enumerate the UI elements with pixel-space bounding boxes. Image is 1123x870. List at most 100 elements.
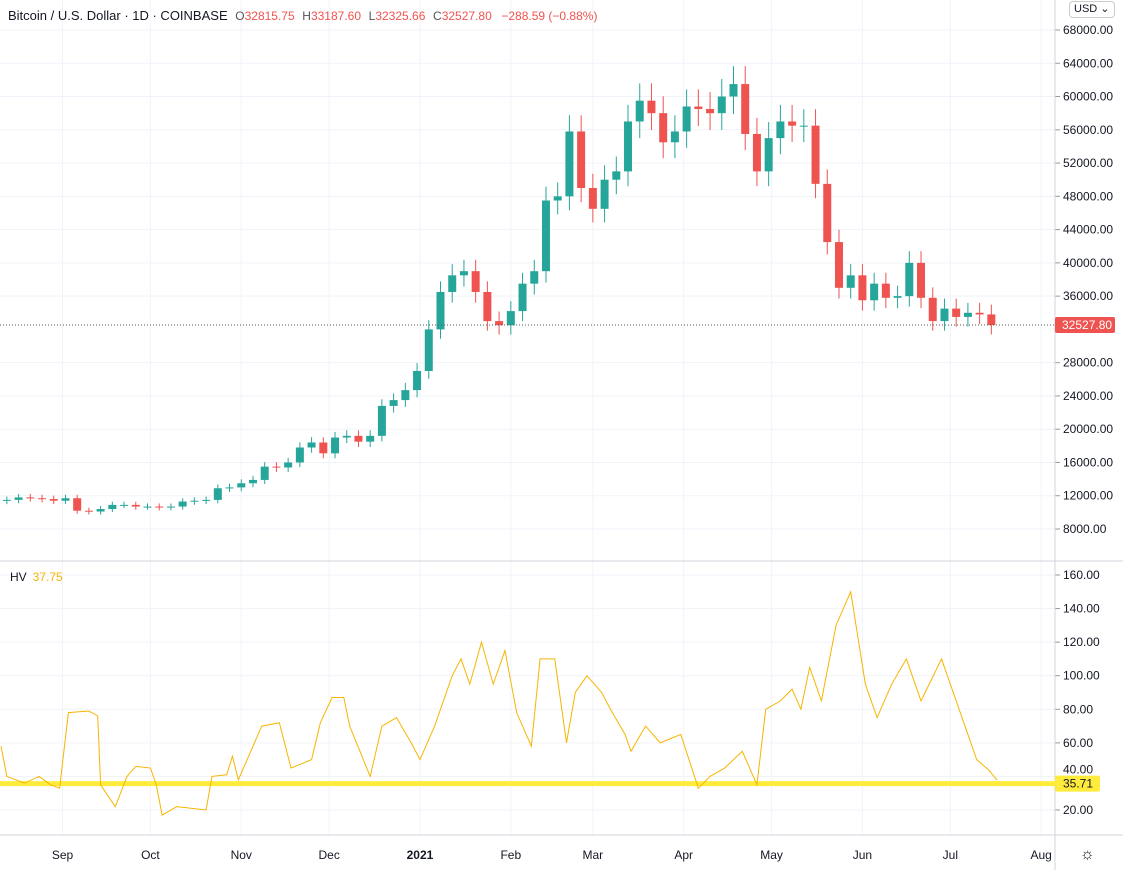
price-tick-label: 36000.00 [1063,289,1113,303]
close-value: 32527.80 [441,9,492,23]
hv-level-badge [1055,775,1100,792]
candle-body [377,405,386,436]
candle-body [202,499,211,501]
candle-body [26,497,35,499]
candle-body [823,183,832,243]
candle-body [401,390,410,401]
candle-body [73,498,82,511]
candle-body [788,121,797,126]
x-tick-label: Sep [52,848,74,862]
price-tick-label: 20000.00 [1063,422,1113,436]
x-tick-label: May [760,848,783,862]
price-tick-label: 52000.00 [1063,156,1113,170]
price-tick-label: 24000.00 [1063,389,1113,403]
candle-body [541,200,550,272]
candle-body [881,283,890,298]
last-price-badge [1055,317,1115,334]
hv-tick-label: 60.00 [1063,736,1093,750]
candle-body [166,506,175,508]
candle-body [96,509,105,512]
candle-body [61,498,70,501]
symbol-header: Bitcoin / U.S. Dollar · 1D · COINBASE O3… [8,8,598,23]
currency-dropdown[interactable]: USD ⌄ [1069,1,1115,18]
candle-body [424,329,433,371]
candle-body [2,499,11,501]
price-tick-label: 64000.00 [1063,56,1113,70]
candle-body [272,466,281,468]
settings-gear-icon[interactable]: ☼ [1080,846,1095,863]
candle-body [764,138,773,172]
x-tick-label: Jul [943,848,958,862]
candle-body [131,504,140,507]
price-tick-label: 28000.00 [1063,356,1113,370]
candle-body [694,106,703,110]
hv-tick-label: 140.00 [1063,602,1100,616]
hv-value: 37.75 [32,570,63,584]
candle-body [588,188,597,209]
candle-body [483,291,492,322]
candle-body [729,84,738,97]
open-value: 32815.75 [244,9,295,23]
x-tick-label: Apr [674,848,693,862]
candle-body [366,435,375,442]
candle-body [248,479,257,484]
candle-body [530,271,539,284]
candle-body [858,275,867,301]
candle-body [319,442,328,454]
price-tick-label: 16000.00 [1063,455,1113,469]
price-tick-label: 60000.00 [1063,90,1113,104]
candle-body [799,125,808,127]
candle-body [565,131,574,197]
candle-body [975,312,984,315]
symbol-title: Bitcoin / U.S. Dollar · 1D · COINBASE [8,8,228,23]
candle-body [237,483,246,488]
price-tick-label: 68000.00 [1063,23,1113,37]
candle-body [342,435,351,438]
hv-tick-label: 40.00 [1063,763,1093,777]
hv-level-label: 35.71 [1063,777,1093,791]
change-value: −288.59 (−0.88%) [501,9,598,23]
candle-body [213,488,222,500]
hv-legend[interactable]: HV 37.75 [10,570,63,584]
candle-body [471,271,480,292]
candle-body [84,510,93,512]
candle-body [647,100,656,114]
hv-tick-label: 120.00 [1063,635,1100,649]
candle-body [436,291,445,330]
x-tick-label: Aug [1030,848,1051,862]
x-tick-label: 2021 [407,848,434,862]
price-tick-label: 44000.00 [1063,223,1113,237]
candle-body [846,275,855,288]
hv-tick-label: 100.00 [1063,669,1100,683]
candle-body [893,296,902,298]
candle-body [307,442,316,448]
candle-body [928,297,937,322]
candle-body [260,466,269,480]
candle-body [190,500,199,502]
candle-body [670,131,679,143]
candle-body [717,96,726,114]
candle-body [14,497,23,500]
candle-body [811,125,820,184]
candle-body [506,311,515,326]
candle-body [706,109,715,114]
x-tick-label: Mar [583,848,604,862]
candle-body [448,275,457,292]
candle-body [612,171,621,180]
candle-body [389,400,398,406]
hv-tick-label: 160.00 [1063,568,1100,582]
candle-body [38,498,47,500]
candle-body [225,487,234,489]
candle-body [295,447,304,463]
candle-body [963,312,972,317]
candle-body [284,462,293,468]
candle-body [870,283,879,301]
candle-body [553,196,562,201]
candle-body [518,283,527,312]
candle-body [940,308,949,322]
candle-body [49,499,58,501]
candle-body [354,435,363,442]
x-tick-label: Oct [141,848,160,862]
x-tick-label: Dec [318,848,339,862]
